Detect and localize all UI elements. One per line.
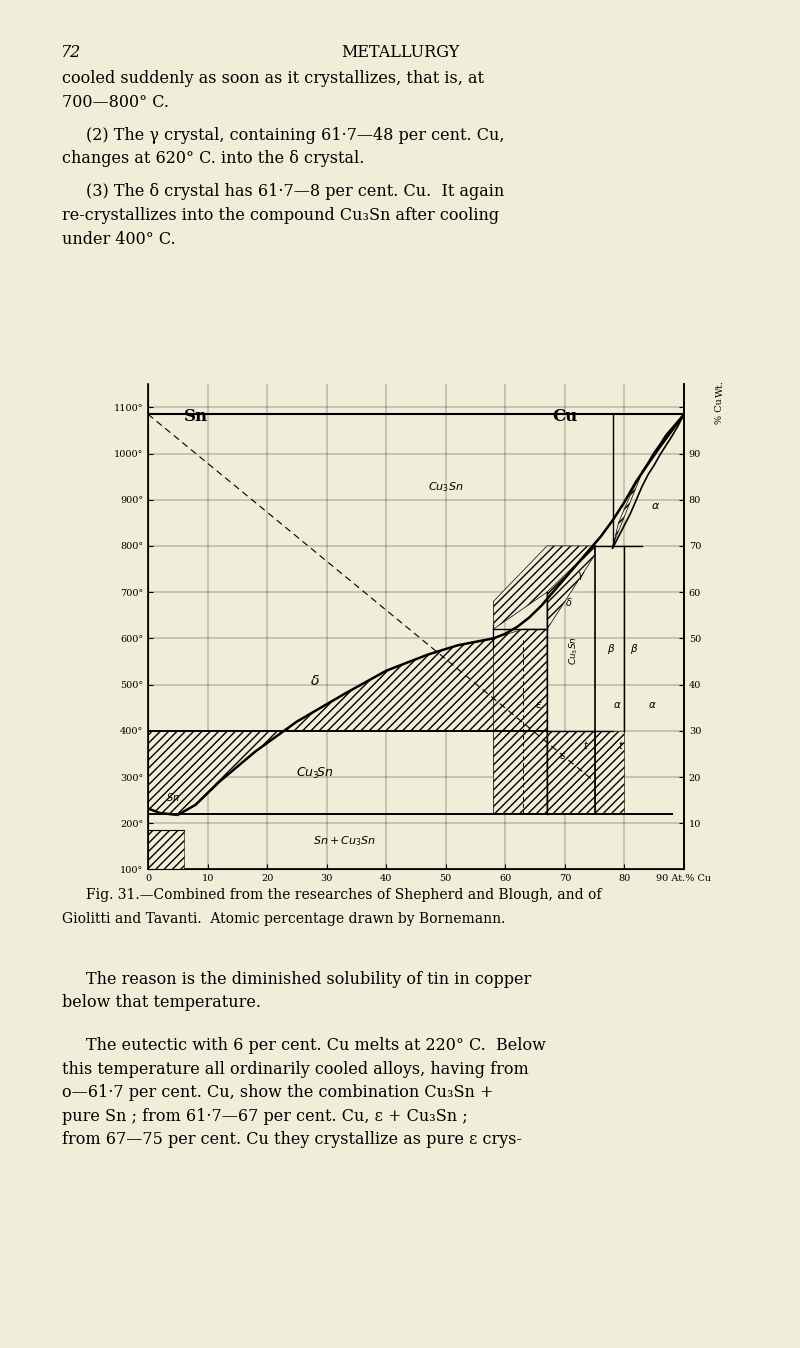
Text: $\alpha$: $\alpha$: [648, 700, 657, 709]
Polygon shape: [494, 546, 594, 630]
Text: Wt.: Wt.: [715, 380, 725, 398]
Text: Giolitti and Tavanti.  Atomic percentage drawn by Bornemann.: Giolitti and Tavanti. Atomic percentage …: [62, 913, 506, 926]
Text: The eutectic with 6 per cent. Cu melts at 220° C.  Below: The eutectic with 6 per cent. Cu melts a…: [86, 1037, 546, 1054]
Text: o—61·7 per cent. Cu, show the combination Cu₃Sn +: o—61·7 per cent. Cu, show the combinatio…: [62, 1084, 494, 1101]
Text: from 67—75 per cent. Cu they crystallize as pure ε crys-: from 67—75 per cent. Cu they crystallize…: [62, 1131, 522, 1148]
Text: $Cu_3Sn$: $Cu_3Sn$: [428, 480, 463, 495]
Polygon shape: [148, 630, 547, 816]
Text: $\alpha$: $\alpha$: [651, 501, 661, 511]
Polygon shape: [613, 414, 684, 549]
Polygon shape: [594, 731, 625, 814]
Text: (2) The γ crystal, containing 61·7—48 per cent. Cu,: (2) The γ crystal, containing 61·7—48 pe…: [86, 127, 505, 144]
Text: (3) The δ crystal has 61·7—8 per cent. Cu.  It again: (3) The δ crystal has 61·7—8 per cent. C…: [86, 183, 505, 201]
Text: $\gamma$: $\gamma$: [577, 570, 586, 582]
Text: under 400° C.: under 400° C.: [62, 231, 176, 248]
Text: 72: 72: [60, 44, 80, 62]
Text: Cu: Cu: [552, 408, 578, 425]
Polygon shape: [494, 630, 547, 814]
Text: Fig. 31.—Combined from the researches of Shepherd and Blough, and of: Fig. 31.—Combined from the researches of…: [86, 888, 602, 902]
Text: $Cu_3\!Sn$: $Cu_3\!Sn$: [296, 766, 334, 780]
Text: % Cu: % Cu: [715, 398, 725, 423]
Text: this temperature all ordinarily cooled alloys, having from: this temperature all ordinarily cooled a…: [62, 1061, 529, 1077]
Text: $\delta$: $\delta$: [565, 596, 573, 608]
Text: $t$: $t$: [618, 739, 625, 751]
Text: changes at 620° C. into the δ crystal.: changes at 620° C. into the δ crystal.: [62, 151, 365, 167]
Text: $\delta$: $\delta$: [310, 674, 320, 687]
Text: The reason is the diminished solubility of tin in copper: The reason is the diminished solubility …: [86, 971, 532, 988]
Text: cooled suddenly as soon as it crystallizes, that is, at: cooled suddenly as soon as it crystalliz…: [62, 70, 485, 88]
Text: pure Sn ; from 61·7—67 per cent. Cu, ε + Cu₃Sn ;: pure Sn ; from 61·7—67 per cent. Cu, ε +…: [62, 1108, 468, 1124]
Text: $Cu_3Sn$: $Cu_3Sn$: [567, 636, 580, 665]
Text: Sn: Sn: [183, 408, 208, 425]
Text: $\varepsilon$: $\varepsilon$: [535, 700, 542, 709]
Text: $Sn$: $Sn$: [166, 791, 179, 803]
Text: $\varepsilon$: $\varepsilon$: [559, 751, 566, 760]
Text: $\beta$: $\beta$: [630, 642, 638, 656]
Text: $\beta$: $\beta$: [606, 642, 615, 656]
Polygon shape: [148, 830, 184, 869]
Text: $Sn + Cu_3Sn$: $Sn + Cu_3Sn$: [313, 834, 376, 848]
Text: $t$: $t$: [582, 739, 589, 751]
Polygon shape: [547, 546, 594, 630]
Text: $\alpha$: $\alpha$: [613, 700, 622, 709]
Text: re-crystallizes into the compound Cu₃Sn after cooling: re-crystallizes into the compound Cu₃Sn …: [62, 208, 499, 224]
Text: below that temperature.: below that temperature.: [62, 995, 262, 1011]
Polygon shape: [523, 731, 594, 814]
Text: 700—800° C.: 700—800° C.: [62, 93, 170, 111]
Text: METALLURGY: METALLURGY: [341, 44, 459, 62]
